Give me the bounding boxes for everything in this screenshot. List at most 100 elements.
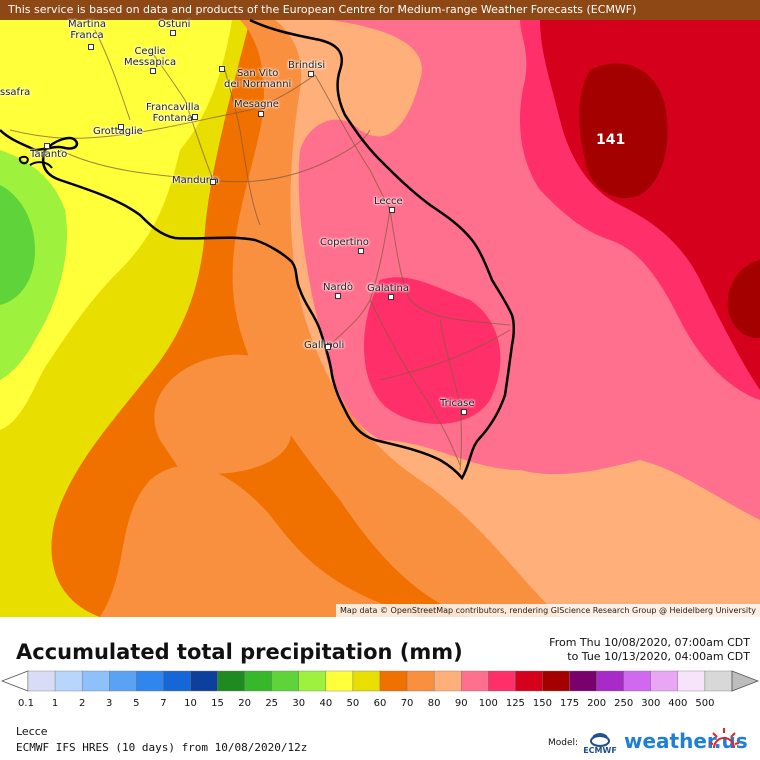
city-dot-san-vito	[219, 66, 225, 72]
scale-tick: 0.1	[18, 698, 34, 709]
map-canvas	[0, 0, 760, 617]
scale-tick: 2	[78, 698, 86, 709]
model-run: ECMWF IFS HRES (10 days) from 10/08/2020…	[16, 741, 308, 754]
period-to: to Tue 10/13/2020, 04:00am CDT	[567, 650, 750, 663]
scale-tick: 7	[160, 698, 167, 709]
scale-cell-50	[352, 670, 381, 692]
scale-cell-0.1	[27, 670, 56, 692]
city-ceglie-messapica: Ceglie Messapica	[124, 46, 177, 68]
city-dot-taranto	[44, 143, 50, 149]
coastline	[0, 18, 516, 481]
city-dot-brindisi	[308, 71, 314, 77]
scale-tick: 125	[505, 698, 525, 709]
city-dot-ostuni	[170, 30, 176, 36]
city-massafra: ssafra	[0, 87, 31, 98]
scale-tick: 500	[695, 698, 715, 709]
scale-cell-7	[163, 670, 191, 692]
scale-cell-10	[190, 670, 218, 692]
city-dot-francavilla	[192, 114, 198, 120]
city-dot-lecce	[389, 207, 395, 213]
scale-cell-80	[433, 670, 462, 692]
zone-150-east	[727, 260, 760, 339]
city-lecce: Lecce	[374, 196, 403, 207]
scale-cell-90	[461, 670, 489, 692]
scale-cell-15	[217, 670, 245, 692]
scale-tick: 200	[587, 698, 607, 709]
city-dot-nardo	[335, 293, 341, 299]
color-scale-ticks: 0.1 1 2 3 5 7 10 15 20 25 30 40 50 60 70 80 90 100 125 150 1…	[0, 698, 760, 712]
scale-cell-1	[54, 670, 83, 692]
scale-cell-300	[650, 670, 679, 692]
precipitation-map[interactable]: This service is based on data and produc…	[0, 0, 760, 617]
scale-cell-150	[542, 670, 570, 692]
color-scale	[0, 670, 760, 692]
city-brindisi: Brindisi	[288, 60, 326, 71]
scale-tick: 150	[532, 698, 552, 709]
scale-tick: 300	[641, 698, 661, 709]
coastline-islet	[18, 155, 29, 165]
scale-tick: 5	[133, 698, 140, 709]
city-dot-martina-franca	[88, 44, 94, 50]
scale-arrow-low	[0, 670, 29, 692]
scale-tick: 70	[400, 698, 414, 709]
scale-arrow-high	[731, 670, 760, 692]
location-name: Lecce	[16, 725, 48, 738]
ecmwf-logo-text: ECMWF	[583, 746, 617, 755]
city-taranto: Taranto	[30, 149, 68, 160]
city-dot-tricase	[461, 409, 467, 415]
city-ostuni: Ostuni	[158, 19, 191, 30]
city-dot-manduria	[210, 179, 216, 185]
scale-tick: 20	[238, 698, 251, 709]
scale-cell-3	[109, 670, 137, 692]
city-martina-franca: Martina Franca	[68, 19, 107, 41]
scale-cell-400	[677, 670, 706, 692]
sun-icon	[708, 728, 740, 749]
period-from: From Thu 10/08/2020, 07:00am CDT	[549, 636, 750, 649]
city-galatina: Galatina	[367, 283, 409, 294]
zone-70-bl	[100, 465, 420, 617]
scale-cell-125	[515, 670, 543, 692]
city-tricase: Tricase	[440, 398, 475, 409]
scale-cell-100	[488, 670, 516, 692]
city-dot-ceglie	[150, 68, 156, 74]
ecmwf-globe-icon	[590, 733, 610, 747]
city-copertino: Copertino	[320, 237, 369, 248]
city-gallipoli: Gallipoli	[304, 340, 344, 351]
scale-tick: 60	[373, 698, 387, 709]
scale-tick: 1	[51, 698, 59, 709]
scale-cell-175	[569, 670, 597, 692]
city-mesagne: Mesagne	[234, 99, 279, 110]
model-label: Model:	[548, 738, 579, 748]
city-san-vito: San Vito dei Normanni	[224, 68, 292, 90]
scale-tick: 10	[184, 698, 197, 709]
zone-25	[0, 185, 35, 305]
zone-40	[0, 20, 232, 430]
scale-cell-70	[406, 670, 435, 692]
scale-cell-250	[623, 670, 651, 692]
city-nardo: Nardò	[323, 282, 354, 293]
scale-cell-60	[379, 670, 408, 692]
scale-tick: 400	[668, 698, 688, 709]
max-value-label: 141	[596, 132, 626, 148]
scale-tick: 40	[319, 698, 333, 709]
scale-tick: 15	[211, 698, 224, 709]
scale-tick: 30	[292, 698, 306, 709]
city-dot-grottaglie	[118, 124, 124, 130]
scale-cell-25	[271, 670, 299, 692]
scale-cell-2	[81, 670, 110, 692]
city-grottaglie: Grottaglie	[93, 126, 143, 137]
city-francavilla: Francavilla Fontana	[146, 102, 200, 124]
city-dot-gallipoli	[325, 344, 331, 350]
city-dot-mesagne	[258, 111, 264, 117]
scale-cell-5	[136, 670, 164, 692]
scale-tick: 50	[346, 698, 360, 709]
scale-cell-20	[244, 670, 272, 692]
forecast-period: From Thu 10/08/2020, 07:00am CDT to Tue …	[549, 636, 750, 664]
zone-150	[579, 63, 668, 199]
zone-70-mid	[154, 354, 293, 474]
scale-cell-500	[704, 670, 733, 692]
city-dot-copertino	[358, 248, 364, 254]
scale-tick: 80	[427, 698, 441, 709]
weather-us-logo[interactable]: weather.us	[624, 729, 748, 753]
scale-tick: 250	[614, 698, 634, 709]
